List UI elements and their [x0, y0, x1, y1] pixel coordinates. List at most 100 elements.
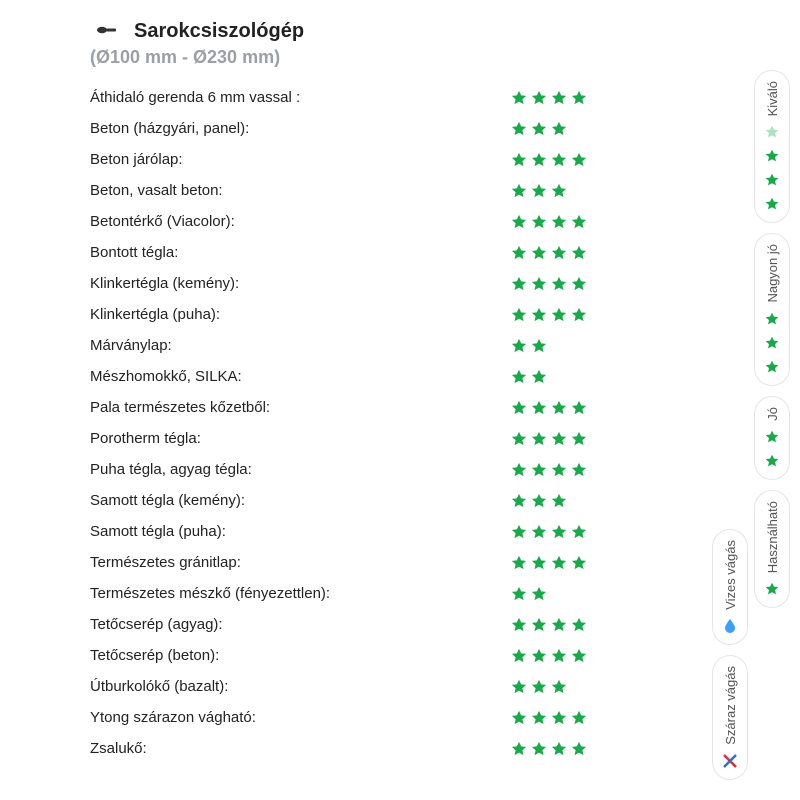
- star-icon: [570, 399, 588, 417]
- rating-stars: [510, 554, 710, 572]
- star-icon: [550, 616, 568, 634]
- star-icon: [530, 182, 548, 200]
- star-icon: [510, 430, 528, 448]
- legend-pill: Jó: [754, 396, 790, 480]
- star-icon: [550, 399, 568, 417]
- rating-stars: [510, 647, 710, 665]
- star-icon: [550, 678, 568, 696]
- star-icon: [510, 368, 528, 386]
- legend-pill: Vizes vágás: [712, 529, 748, 645]
- rating-legend: KiválóNagyon jóJóHasználható: [754, 70, 790, 608]
- star-icon: [510, 585, 528, 603]
- star-icon: [764, 172, 780, 188]
- star-icon: [550, 182, 568, 200]
- star-icon: [570, 554, 588, 572]
- star-icon: [570, 213, 588, 231]
- star-icon: [510, 554, 528, 572]
- material-row: Klinkertégla (puha):: [90, 299, 710, 330]
- material-label: Tetőcserép (beton):: [90, 647, 510, 664]
- material-label: Beton járólap:: [90, 151, 510, 168]
- star-icon: [510, 523, 528, 541]
- star-icon: [550, 430, 568, 448]
- legend-label: Száraz vágás: [723, 666, 738, 745]
- material-row: Samott tégla (puha):: [90, 516, 710, 547]
- page-title: Sarokcsiszológép: [134, 20, 304, 43]
- rating-stars: [510, 492, 710, 510]
- material-label: Samott tégla (kemény):: [90, 492, 510, 509]
- rating-stars: [510, 616, 710, 634]
- material-row: Klinkertégla (kemény):: [90, 268, 710, 299]
- star-icon: [530, 740, 548, 758]
- star-icon: [764, 124, 780, 140]
- star-icon: [764, 148, 780, 164]
- material-label: Betontérkő (Viacolor):: [90, 213, 510, 230]
- material-row: Természetes mészkő (fényezettlen):: [90, 578, 710, 609]
- material-label: Ytong szárazon vágható:: [90, 709, 510, 726]
- material-label: Klinkertégla (kemény):: [90, 275, 510, 292]
- material-label: Zsalukő:: [90, 740, 510, 757]
- star-icon: [550, 275, 568, 293]
- star-icon: [530, 554, 548, 572]
- star-icon: [530, 678, 548, 696]
- rating-stars: [510, 182, 710, 200]
- legend-label: Használható: [765, 501, 780, 573]
- rating-stars: [510, 523, 710, 541]
- star-icon: [570, 151, 588, 169]
- cross-icon: [722, 753, 738, 769]
- rating-stars: [510, 306, 710, 324]
- rating-stars: [510, 740, 710, 758]
- legend-pill: Nagyon jó: [754, 233, 790, 386]
- star-icon: [530, 461, 548, 479]
- star-icon: [550, 151, 568, 169]
- star-icon: [570, 647, 588, 665]
- star-icon: [764, 359, 780, 375]
- material-label: Beton, vasalt beton:: [90, 182, 510, 199]
- material-label: Klinkertégla (puha):: [90, 306, 510, 323]
- star-icon: [530, 585, 548, 603]
- star-icon: [550, 120, 568, 138]
- rating-stars: [510, 399, 710, 417]
- star-icon: [510, 399, 528, 417]
- star-icon: [510, 492, 528, 510]
- material-label: Útburkolókő (bazalt):: [90, 678, 510, 695]
- material-row: Porotherm tégla:: [90, 423, 710, 454]
- star-icon: [550, 213, 568, 231]
- rating-stars: [510, 368, 710, 386]
- star-icon: [530, 275, 548, 293]
- star-icon: [530, 647, 548, 665]
- star-icon: [550, 740, 568, 758]
- material-label: Pala természetes kőzetből:: [90, 399, 510, 416]
- material-rating-list: Áthidaló gerenda 6 mm vassal :Beton (ház…: [90, 82, 710, 764]
- star-icon: [530, 120, 548, 138]
- star-icon: [570, 616, 588, 634]
- legend-pill: Használható: [754, 490, 790, 608]
- star-icon: [570, 89, 588, 107]
- cutting-mode-legend: Vizes vágás Száraz vágás: [712, 529, 748, 780]
- rating-stars: [510, 430, 710, 448]
- material-label: Természetes gránitlap:: [90, 554, 510, 571]
- star-icon: [530, 213, 548, 231]
- star-icon: [550, 461, 568, 479]
- star-icon: [764, 196, 780, 212]
- star-icon: [510, 182, 528, 200]
- rating-stars: [510, 461, 710, 479]
- star-icon: [510, 461, 528, 479]
- star-icon: [530, 492, 548, 510]
- star-icon: [530, 306, 548, 324]
- material-row: Mészhomokkő, SILKA:: [90, 361, 710, 392]
- material-label: Mészhomokkő, SILKA:: [90, 368, 510, 385]
- legend-label: Nagyon jó: [765, 244, 780, 303]
- material-label: Puha tégla, agyag tégla:: [90, 461, 510, 478]
- star-icon: [530, 616, 548, 634]
- material-label: Márványlap:: [90, 337, 510, 354]
- star-icon: [510, 740, 528, 758]
- rating-stars: [510, 337, 710, 355]
- material-row: Samott tégla (kemény):: [90, 485, 710, 516]
- material-row: Áthidaló gerenda 6 mm vassal :: [90, 82, 710, 113]
- material-row: Pala természetes kőzetből:: [90, 392, 710, 423]
- star-icon: [510, 647, 528, 665]
- star-icon: [764, 581, 780, 597]
- star-icon: [530, 337, 548, 355]
- material-row: Ytong szárazon vágható:: [90, 702, 710, 733]
- legend-label: Jó: [765, 407, 780, 421]
